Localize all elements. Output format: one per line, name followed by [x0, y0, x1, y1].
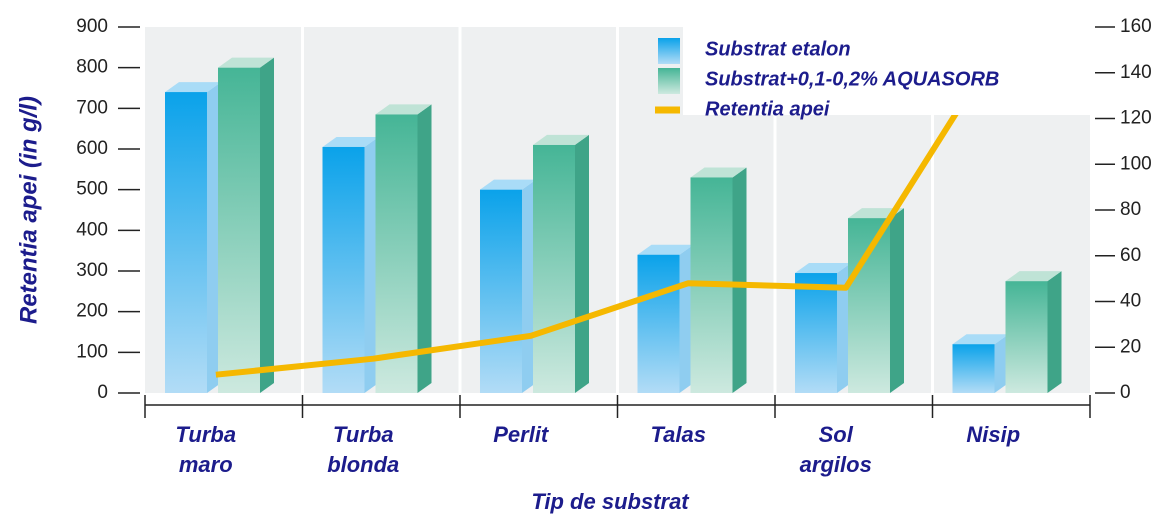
legend-box [683, 27, 1093, 115]
y-tick-label: 200 [76, 301, 108, 322]
bar-side [522, 179, 536, 393]
label-line: Turba [175, 422, 236, 447]
bar-top [533, 134, 589, 145]
label-line: Nisip [966, 422, 1020, 447]
bar-side [364, 136, 379, 393]
bar-top [480, 179, 536, 190]
bar-front [322, 146, 365, 393]
bar [690, 167, 747, 393]
bar [795, 263, 851, 393]
y-tick-label: 600 [76, 138, 108, 159]
bar [375, 104, 432, 393]
bar-top [952, 334, 1009, 345]
bar-front [533, 144, 575, 393]
bar-front [218, 67, 260, 394]
y2-tick-label: 140 [1120, 62, 1152, 83]
legend-swatch [658, 38, 680, 64]
y2-tick-label: 60 [1120, 245, 1141, 266]
bar-top [322, 136, 379, 147]
bar [322, 136, 379, 393]
x-tick-label: Turba blonda [327, 422, 399, 477]
bar-side [575, 134, 589, 393]
bar-top [1005, 271, 1062, 282]
bar [1005, 271, 1062, 393]
y-tick-label: 800 [76, 57, 108, 78]
y-tick-label: 100 [76, 341, 108, 362]
x-tick-label: Perlit [493, 422, 550, 447]
bar-front [952, 344, 995, 393]
y-tick-label: 300 [76, 260, 108, 281]
label-line: argilos [800, 452, 872, 477]
bar-top [218, 57, 274, 68]
y2-tick-label: 120 [1120, 108, 1152, 129]
y-tick-label: 0 [97, 382, 108, 403]
bar-side [732, 167, 747, 393]
bar-top [375, 104, 432, 115]
bar-front [637, 254, 680, 393]
bar-top [165, 82, 221, 93]
legend-label: Substrat+0,1-0,2% AQUASORB [705, 68, 999, 90]
label-line: Sol [819, 422, 854, 447]
legend-label: Retentia apei [705, 98, 830, 120]
y2-tick-label: 40 [1120, 291, 1141, 312]
y-axis-title: Retentia apei (in g/l) [15, 96, 42, 324]
bar-front [848, 218, 890, 393]
legend-swatch [658, 68, 680, 94]
y-tick-label: 500 [76, 179, 108, 200]
bar-side [994, 334, 1009, 393]
bar-front [1005, 281, 1048, 393]
label-line: blonda [327, 452, 399, 477]
legend-label: Substrat etalon [705, 38, 851, 60]
label-line: maro [179, 452, 233, 477]
y-tick-label: 700 [76, 97, 108, 118]
bar [533, 134, 589, 393]
x-tick-label: Turba maro [175, 422, 236, 477]
bar-top [637, 244, 694, 255]
bar [218, 57, 274, 394]
bar-side [207, 82, 221, 394]
bar-front [165, 92, 207, 394]
x-tick-label: Sol argilos [800, 422, 872, 477]
y2-tick-label: 160 [1120, 16, 1152, 37]
y-tick-label: 900 [76, 16, 108, 37]
y-tick-label: 400 [76, 219, 108, 240]
bar-side [890, 208, 904, 393]
bar-top [795, 263, 851, 274]
bar-side [260, 57, 274, 394]
bar-side [837, 263, 851, 393]
y2-tick-label: 0 [1120, 382, 1131, 403]
label-line: Turba [333, 422, 394, 447]
x-axis-title: Tip de substrat [531, 489, 690, 514]
y2-tick-label: 100 [1120, 153, 1152, 174]
bar-front [480, 189, 522, 393]
label-line: Perlit [493, 422, 550, 447]
bar [480, 179, 536, 393]
x-tick-label: Nisip [966, 422, 1020, 447]
bar [637, 244, 694, 393]
y2-tick-label: 80 [1120, 199, 1141, 220]
x-tick-label: Talas [651, 422, 706, 447]
line [215, 36, 1006, 378]
bar-top [690, 167, 747, 178]
bar-side [1047, 271, 1062, 393]
bar [165, 82, 221, 394]
y2-tick-label: 20 [1120, 336, 1141, 357]
bar-front [795, 273, 837, 393]
label-line: Talas [651, 422, 706, 447]
bar-side [417, 104, 432, 393]
bar [952, 334, 1009, 393]
bar-front [375, 114, 418, 393]
